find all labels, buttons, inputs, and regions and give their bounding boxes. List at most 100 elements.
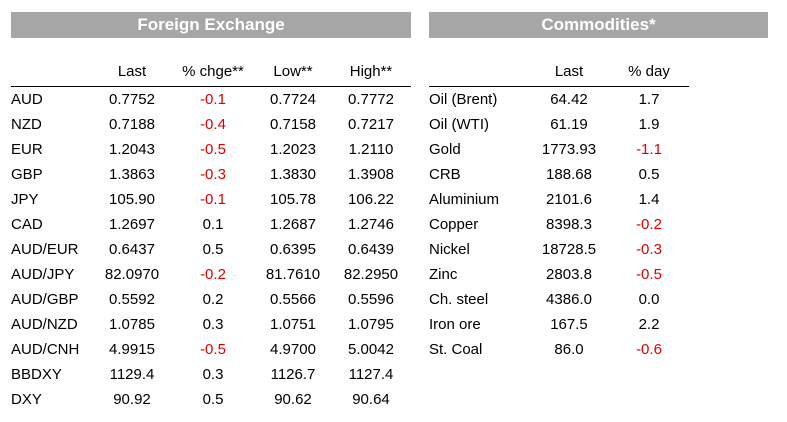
fx-cell-low: 1.2687 <box>270 216 316 233</box>
fx-cell-last: 82.0970 <box>104 266 160 283</box>
commodities-row: Copper 8398.3 -0.2 <box>429 212 689 237</box>
commodities-row: St. Coal 86.0 -0.6 <box>429 337 689 362</box>
commodities-cell-name: Ch. steel <box>429 291 489 308</box>
commodities-cell-name: Copper <box>429 216 479 233</box>
fx-cell-last: 0.5592 <box>109 291 155 308</box>
fx-row: NZD 0.7188 -0.4 0.7158 0.7217 <box>11 112 411 137</box>
commodities-cell-name: St. Coal <box>429 341 483 358</box>
commodities-table-body: Oil (Brent) 64.42 1.7 Oil (WTI) 61.19 1.9 Gold… <box>429 87 689 363</box>
foreign-exchange-panel: Foreign Exchange Last % chge** Low** Hig… <box>11 12 411 408</box>
fx-cell-pair: AUD/JPY <box>11 266 75 283</box>
commodities-cell-last: 1773.93 <box>541 141 597 158</box>
commodities-cell-name: Aluminium <box>429 191 500 208</box>
fx-cell-low: 105.78 <box>270 191 316 208</box>
fx-cell-change: 0.1 <box>202 216 224 233</box>
fx-cell-change: 0.3 <box>202 366 224 383</box>
fx-row: CAD 1.2697 0.1 1.2687 1.2746 <box>11 212 411 237</box>
fx-row: AUD/JPY 82.0970 -0.2 81.7610 82.2950 <box>11 262 411 287</box>
fx-cell-pair: AUD/GBP <box>11 291 79 308</box>
fx-cell-pair: NZD <box>11 116 42 133</box>
fx-header-last: Last <box>93 63 171 87</box>
commodities-row: Gold 1773.93 -1.1 <box>429 137 689 162</box>
commodities-cell-day: -0.3 <box>636 241 662 258</box>
fx-row: AUD/GBP 0.5592 0.2 0.5566 0.5596 <box>11 287 411 312</box>
commodities-cell-last: 18728.5 <box>541 241 597 258</box>
commodities-row: Ch. steel 4386.0 0.0 <box>429 287 689 312</box>
fx-cell-pair: DXY <box>11 391 42 408</box>
fx-cell-high: 1.3908 <box>348 166 394 183</box>
commodities-cell-last: 167.5 <box>550 316 588 333</box>
fx-cell-high: 1.2110 <box>348 141 394 158</box>
commodities-table: Last % day Oil (Brent) 64.42 1.7 Oil (WTI) 6… <box>429 63 689 362</box>
fx-cell-last: 0.7752 <box>109 91 155 108</box>
commodities-header-row: Last % day <box>429 63 689 87</box>
fx-row: AUD/NZD 1.0785 0.3 1.0751 1.0795 <box>11 312 411 337</box>
commodities-cell-last: 188.68 <box>546 166 592 183</box>
commodities-header-last: Last <box>529 63 609 87</box>
foreign-exchange-table: Last % chge** Low** High** AUD 0.7752 -0.1… <box>11 63 411 412</box>
commodities-panel: Commodities* Last % day Oil (Brent) 64.42… <box>429 12 768 358</box>
fx-cell-last: 4.9915 <box>109 341 155 358</box>
fx-cell-pair: AUD/NZD <box>11 316 78 333</box>
commodities-cell-name: CRB <box>429 166 461 183</box>
commodities-row: Oil (Brent) 64.42 1.7 <box>429 87 689 113</box>
fx-cell-high: 1127.4 <box>348 366 394 383</box>
commodities-cell-last: 4386.0 <box>546 291 592 308</box>
commodities-row: Zinc 2803.8 -0.5 <box>429 262 689 287</box>
fx-cell-change: -0.5 <box>200 141 226 158</box>
fx-cell-high: 106.22 <box>348 191 394 208</box>
fx-header-row: Last % chge** Low** High** <box>11 63 411 87</box>
fx-cell-low: 90.62 <box>274 391 312 408</box>
fx-cell-change: 0.2 <box>202 291 224 308</box>
commodities-cell-day: 2.2 <box>638 316 660 333</box>
commodities-cell-day: -1.1 <box>636 141 662 158</box>
commodities-cell-name: Gold <box>429 141 461 158</box>
fx-cell-change: -0.4 <box>200 116 226 133</box>
fx-cell-change: -0.1 <box>200 91 226 108</box>
fx-cell-low: 4.9700 <box>270 341 316 358</box>
commodities-row: Aluminium 2101.6 1.4 <box>429 187 689 212</box>
commodities-cell-day: 1.7 <box>638 91 660 108</box>
fx-cell-change: 0.5 <box>202 391 224 408</box>
fx-cell-pair: AUD <box>11 91 43 108</box>
commodities-row: Oil (WTI) 61.19 1.9 <box>429 112 689 137</box>
commodities-cell-last: 2803.8 <box>546 266 592 283</box>
commodities-cell-day: 0.0 <box>638 291 660 308</box>
commodities-cell-day: 1.4 <box>638 191 660 208</box>
fx-cell-last: 0.6437 <box>109 241 155 258</box>
fx-cell-pair: CAD <box>11 216 43 233</box>
fx-cell-change: -0.5 <box>200 341 226 358</box>
fx-table-body: AUD 0.7752 -0.1 0.7724 0.7772 NZD 0.7188 -0.4 0.… <box>11 87 411 413</box>
fx-cell-low: 0.5566 <box>270 291 316 308</box>
fx-row: AUD/CNH 4.9915 -0.5 4.9700 5.0042 <box>11 337 411 362</box>
commodities-cell-name: Nickel <box>429 241 470 258</box>
commodities-cell-name: Iron ore <box>429 316 481 333</box>
fx-row: AUD 0.7752 -0.1 0.7724 0.7772 <box>11 87 411 113</box>
fx-cell-low: 1126.7 <box>270 366 316 383</box>
fx-row: EUR 1.2043 -0.5 1.2023 1.2110 <box>11 137 411 162</box>
fx-row: DXY 90.92 0.5 90.62 90.64 <box>11 387 411 412</box>
fx-cell-pair: EUR <box>11 141 43 158</box>
fx-cell-low: 0.7724 <box>270 91 316 108</box>
fx-cell-change: 0.5 <box>202 241 224 258</box>
fx-cell-last: 1.2043 <box>109 141 155 158</box>
commodities-cell-day: -0.6 <box>636 341 662 358</box>
fx-cell-high: 0.6439 <box>348 241 394 258</box>
commodities-cell-name: Oil (Brent) <box>429 91 498 108</box>
fx-cell-last: 1.0785 <box>109 316 155 333</box>
commodities-cell-day: -0.5 <box>636 266 662 283</box>
fx-header-low: Low** <box>255 63 331 87</box>
commodities-cell-last: 64.42 <box>550 91 588 108</box>
fx-cell-last: 1.3863 <box>109 166 155 183</box>
fx-cell-high: 82.2950 <box>343 266 399 283</box>
fx-cell-pair: BBDXY <box>11 366 62 383</box>
fx-cell-change: -0.3 <box>200 166 226 183</box>
fx-cell-low: 1.0751 <box>270 316 316 333</box>
fx-cell-last: 105.90 <box>109 191 155 208</box>
commodities-row: CRB 188.68 0.5 <box>429 162 689 187</box>
fx-cell-high: 5.0042 <box>348 341 394 358</box>
commodities-cell-name: Zinc <box>429 266 458 283</box>
fx-cell-low: 1.3830 <box>270 166 316 183</box>
fx-cell-low: 0.7158 <box>270 116 316 133</box>
fx-row: JPY 105.90 -0.1 105.78 106.22 <box>11 187 411 212</box>
